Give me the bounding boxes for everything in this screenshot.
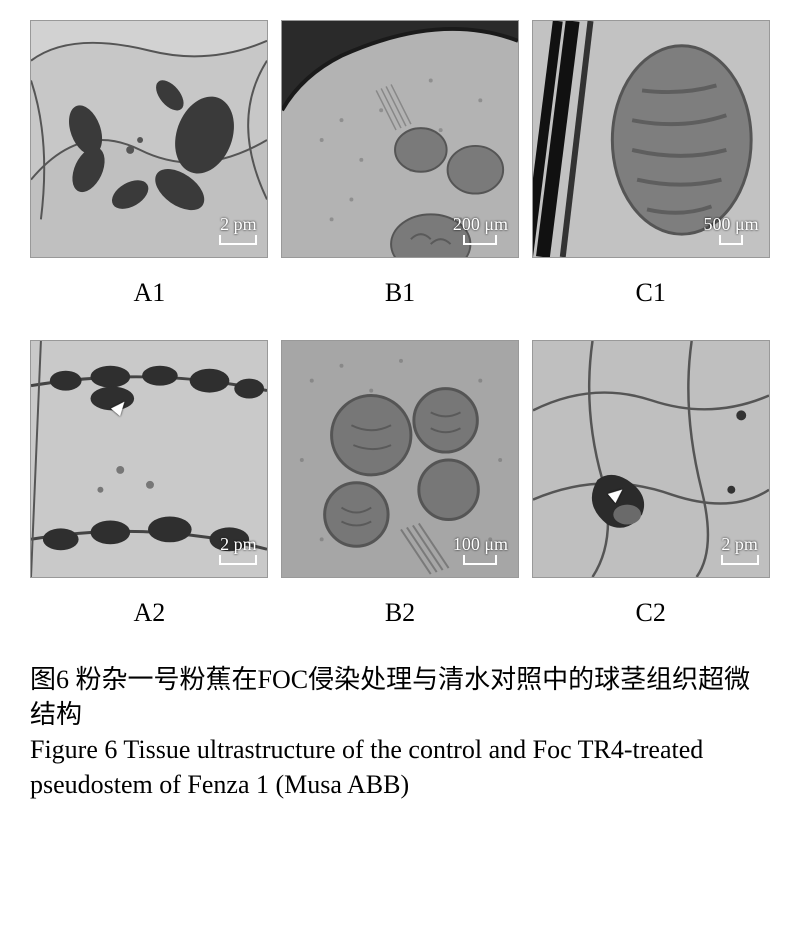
panel-A1: 2 pm	[30, 20, 268, 258]
panel-C1-svg	[533, 21, 769, 257]
panel-C1-wrap: 500 μm C1	[531, 20, 770, 332]
panel-B1-wrap: 200 μm B1	[281, 20, 520, 332]
panel-A1-wrap: 2 pm A1	[30, 20, 269, 332]
panel-B2: 100 μm	[281, 340, 519, 578]
panel-C2: 2 pm	[532, 340, 770, 578]
panel-B2-svg	[282, 341, 518, 577]
figure-grid: 2 pm A1	[30, 20, 770, 652]
panel-A2: 2 pm	[30, 340, 268, 578]
panel-B1: 200 μm	[281, 20, 519, 258]
fig-number-zh: 图6	[30, 665, 69, 694]
panel-C1: 500 μm	[532, 20, 770, 258]
panel-C2-svg	[533, 341, 769, 577]
figure-caption: 图6 粉杂一号粉蕉在FOC侵染处理与清水对照中的球茎组织超微结构 Figure …	[30, 662, 770, 802]
panel-B2-wrap: 100 μm B2	[281, 340, 520, 652]
fig-number-en: Figure 6	[30, 735, 117, 764]
panel-B1-label: B1	[385, 278, 415, 308]
panel-A2-svg	[31, 341, 267, 577]
panel-C2-wrap: 2 pm C2	[531, 340, 770, 652]
panel-A1-label: A1	[133, 278, 165, 308]
panel-C1-label: C1	[635, 278, 665, 308]
caption-zh: 图6 粉杂一号粉蕉在FOC侵染处理与清水对照中的球茎组织超微结构	[30, 662, 770, 732]
caption-zh-text: 粉杂一号粉蕉在FOC侵染处理与清水对照中的球茎组织超微结构	[30, 665, 750, 729]
panel-B2-label: B2	[385, 598, 415, 628]
panel-A2-label: A2	[133, 598, 165, 628]
panel-A1-svg	[31, 21, 267, 257]
panel-A2-wrap: 2 pm A2	[30, 340, 269, 652]
caption-en: Figure 6 Tissue ultrastructure of the co…	[30, 732, 770, 802]
panel-B1-svg	[282, 21, 518, 257]
caption-en-text: Tissue ultrastructure of the control and…	[30, 735, 703, 799]
panel-C2-label: C2	[635, 598, 665, 628]
